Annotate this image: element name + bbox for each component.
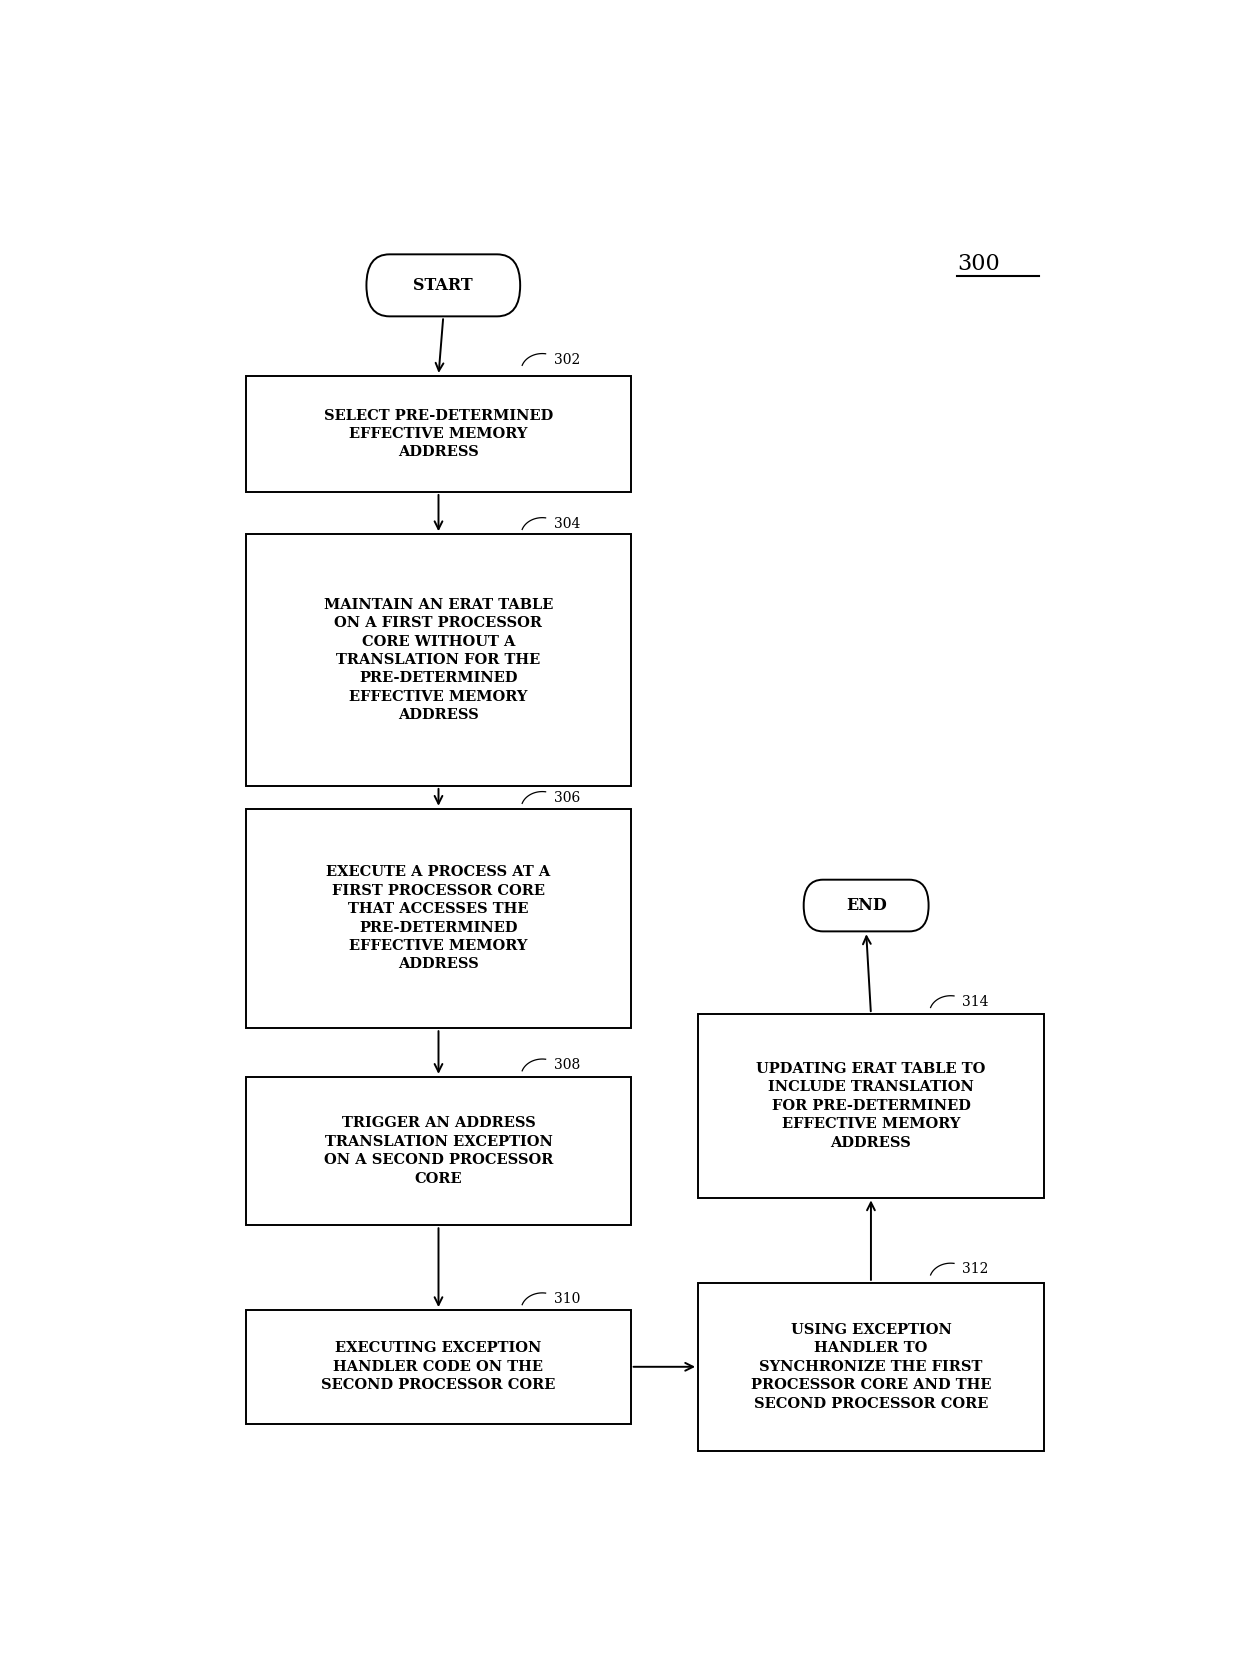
Text: 308: 308 [554, 1059, 580, 1072]
Text: END: END [846, 898, 887, 915]
Text: 310: 310 [554, 1292, 580, 1305]
Text: TRIGGER AN ADDRESS
TRANSLATION EXCEPTION
ON A SECOND PROCESSOR
CORE: TRIGGER AN ADDRESS TRANSLATION EXCEPTION… [324, 1116, 553, 1186]
FancyBboxPatch shape [367, 255, 521, 317]
Text: START: START [413, 277, 474, 294]
Text: 306: 306 [554, 790, 580, 805]
Text: 302: 302 [554, 352, 580, 367]
Bar [698, 1282, 1044, 1451]
Text: EXECUTE A PROCESS AT A
FIRST PROCESSOR CORE
THAT ACCESSES THE
PRE-DETERMINED
EFF: EXECUTE A PROCESS AT A FIRST PROCESSOR C… [326, 866, 551, 972]
Text: USING EXCEPTION
HANDLER TO
SYNCHRONIZE THE FIRST
PROCESSOR CORE AND THE
SECOND P: USING EXCEPTION HANDLER TO SYNCHRONIZE T… [750, 1322, 991, 1411]
Bar [247, 1311, 631, 1423]
Text: 312: 312 [962, 1262, 988, 1277]
Text: UPDATING ERAT TABLE TO
INCLUDE TRANSLATION
FOR PRE-DETERMINED
EFFECTIVE MEMORY
A: UPDATING ERAT TABLE TO INCLUDE TRANSLATI… [756, 1062, 986, 1149]
Bar [247, 376, 631, 492]
Text: 300: 300 [957, 253, 1001, 275]
Text: MAINTAIN AN ERAT TABLE
ON A FIRST PROCESSOR
CORE WITHOUT A
TRANSLATION FOR THE
P: MAINTAIN AN ERAT TABLE ON A FIRST PROCES… [324, 597, 553, 722]
Bar [247, 1077, 631, 1225]
Text: 314: 314 [962, 995, 988, 1008]
Bar [698, 1014, 1044, 1198]
FancyBboxPatch shape [804, 879, 929, 931]
Bar [247, 534, 631, 785]
Text: 304: 304 [554, 517, 580, 530]
Text: SELECT PRE-DETERMINED
EFFECTIVE MEMORY
ADDRESS: SELECT PRE-DETERMINED EFFECTIVE MEMORY A… [324, 408, 553, 460]
Text: EXECUTING EXCEPTION
HANDLER CODE ON THE
SECOND PROCESSOR CORE: EXECUTING EXCEPTION HANDLER CODE ON THE … [321, 1341, 556, 1393]
Bar [247, 809, 631, 1029]
